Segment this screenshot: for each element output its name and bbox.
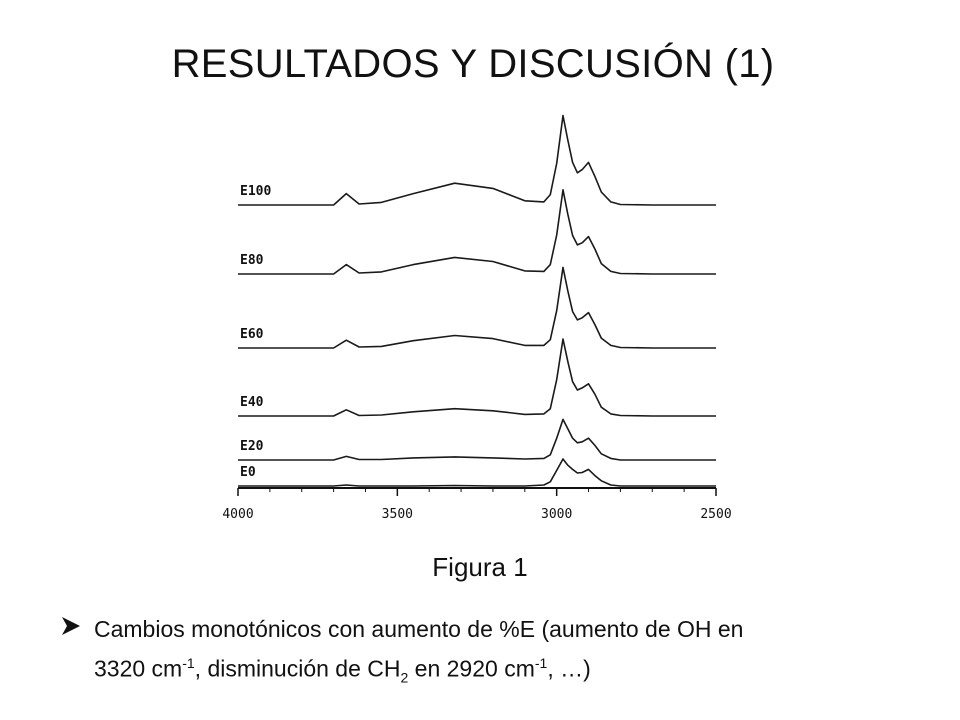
series-line-E80	[238, 189, 716, 275]
ir-spectra-chart: 4000 3500 3000 2500 E100 E80 E60 E40 E20 E0	[222, 114, 732, 522]
bullet-line2-d: , …)	[547, 655, 591, 682]
x-tick-label-4000: 4000	[222, 507, 253, 522]
superscript-2: -1	[534, 655, 548, 671]
series-line-E100	[238, 114, 716, 206]
x-tick-label-3500: 3500	[382, 507, 413, 522]
series-line-E0	[238, 458, 716, 487]
bullet-line2-c: en 2920 cm	[408, 655, 535, 682]
series-line-E60	[238, 266, 716, 349]
bullet-line2-a: 3320 cm	[94, 655, 183, 682]
bullet-point: Cambios monotónicos con aumento de %E (a…	[60, 612, 920, 694]
series-label-E40: E40	[240, 395, 264, 410]
series-label-E80: E80	[240, 253, 264, 268]
superscript-1: -1	[182, 655, 195, 671]
series-label-E60: E60	[240, 327, 264, 342]
series-line-E20	[238, 418, 716, 461]
x-tick-label-2500: 2500	[700, 507, 731, 522]
arrow-bullet-icon	[62, 617, 80, 635]
x-tick-label-3000: 3000	[541, 507, 572, 522]
figure-caption: Figura 1	[432, 552, 528, 582]
series-line-E40	[238, 338, 716, 417]
bullet-line1: Cambios monotónicos con aumento de %E (a…	[94, 616, 744, 642]
slide-title: RESULTADOS Y DISCUSIÓN (1)	[171, 42, 775, 86]
series-label-E20: E20	[240, 439, 264, 454]
bullet-text: Cambios monotónicos con aumento de %E (a…	[94, 612, 920, 694]
bullet-line2-b: , disminución de CH	[194, 655, 401, 682]
series-label-E0: E0	[240, 465, 256, 480]
subscript-2: 2	[400, 669, 409, 686]
series-label-E100: E100	[240, 184, 271, 199]
